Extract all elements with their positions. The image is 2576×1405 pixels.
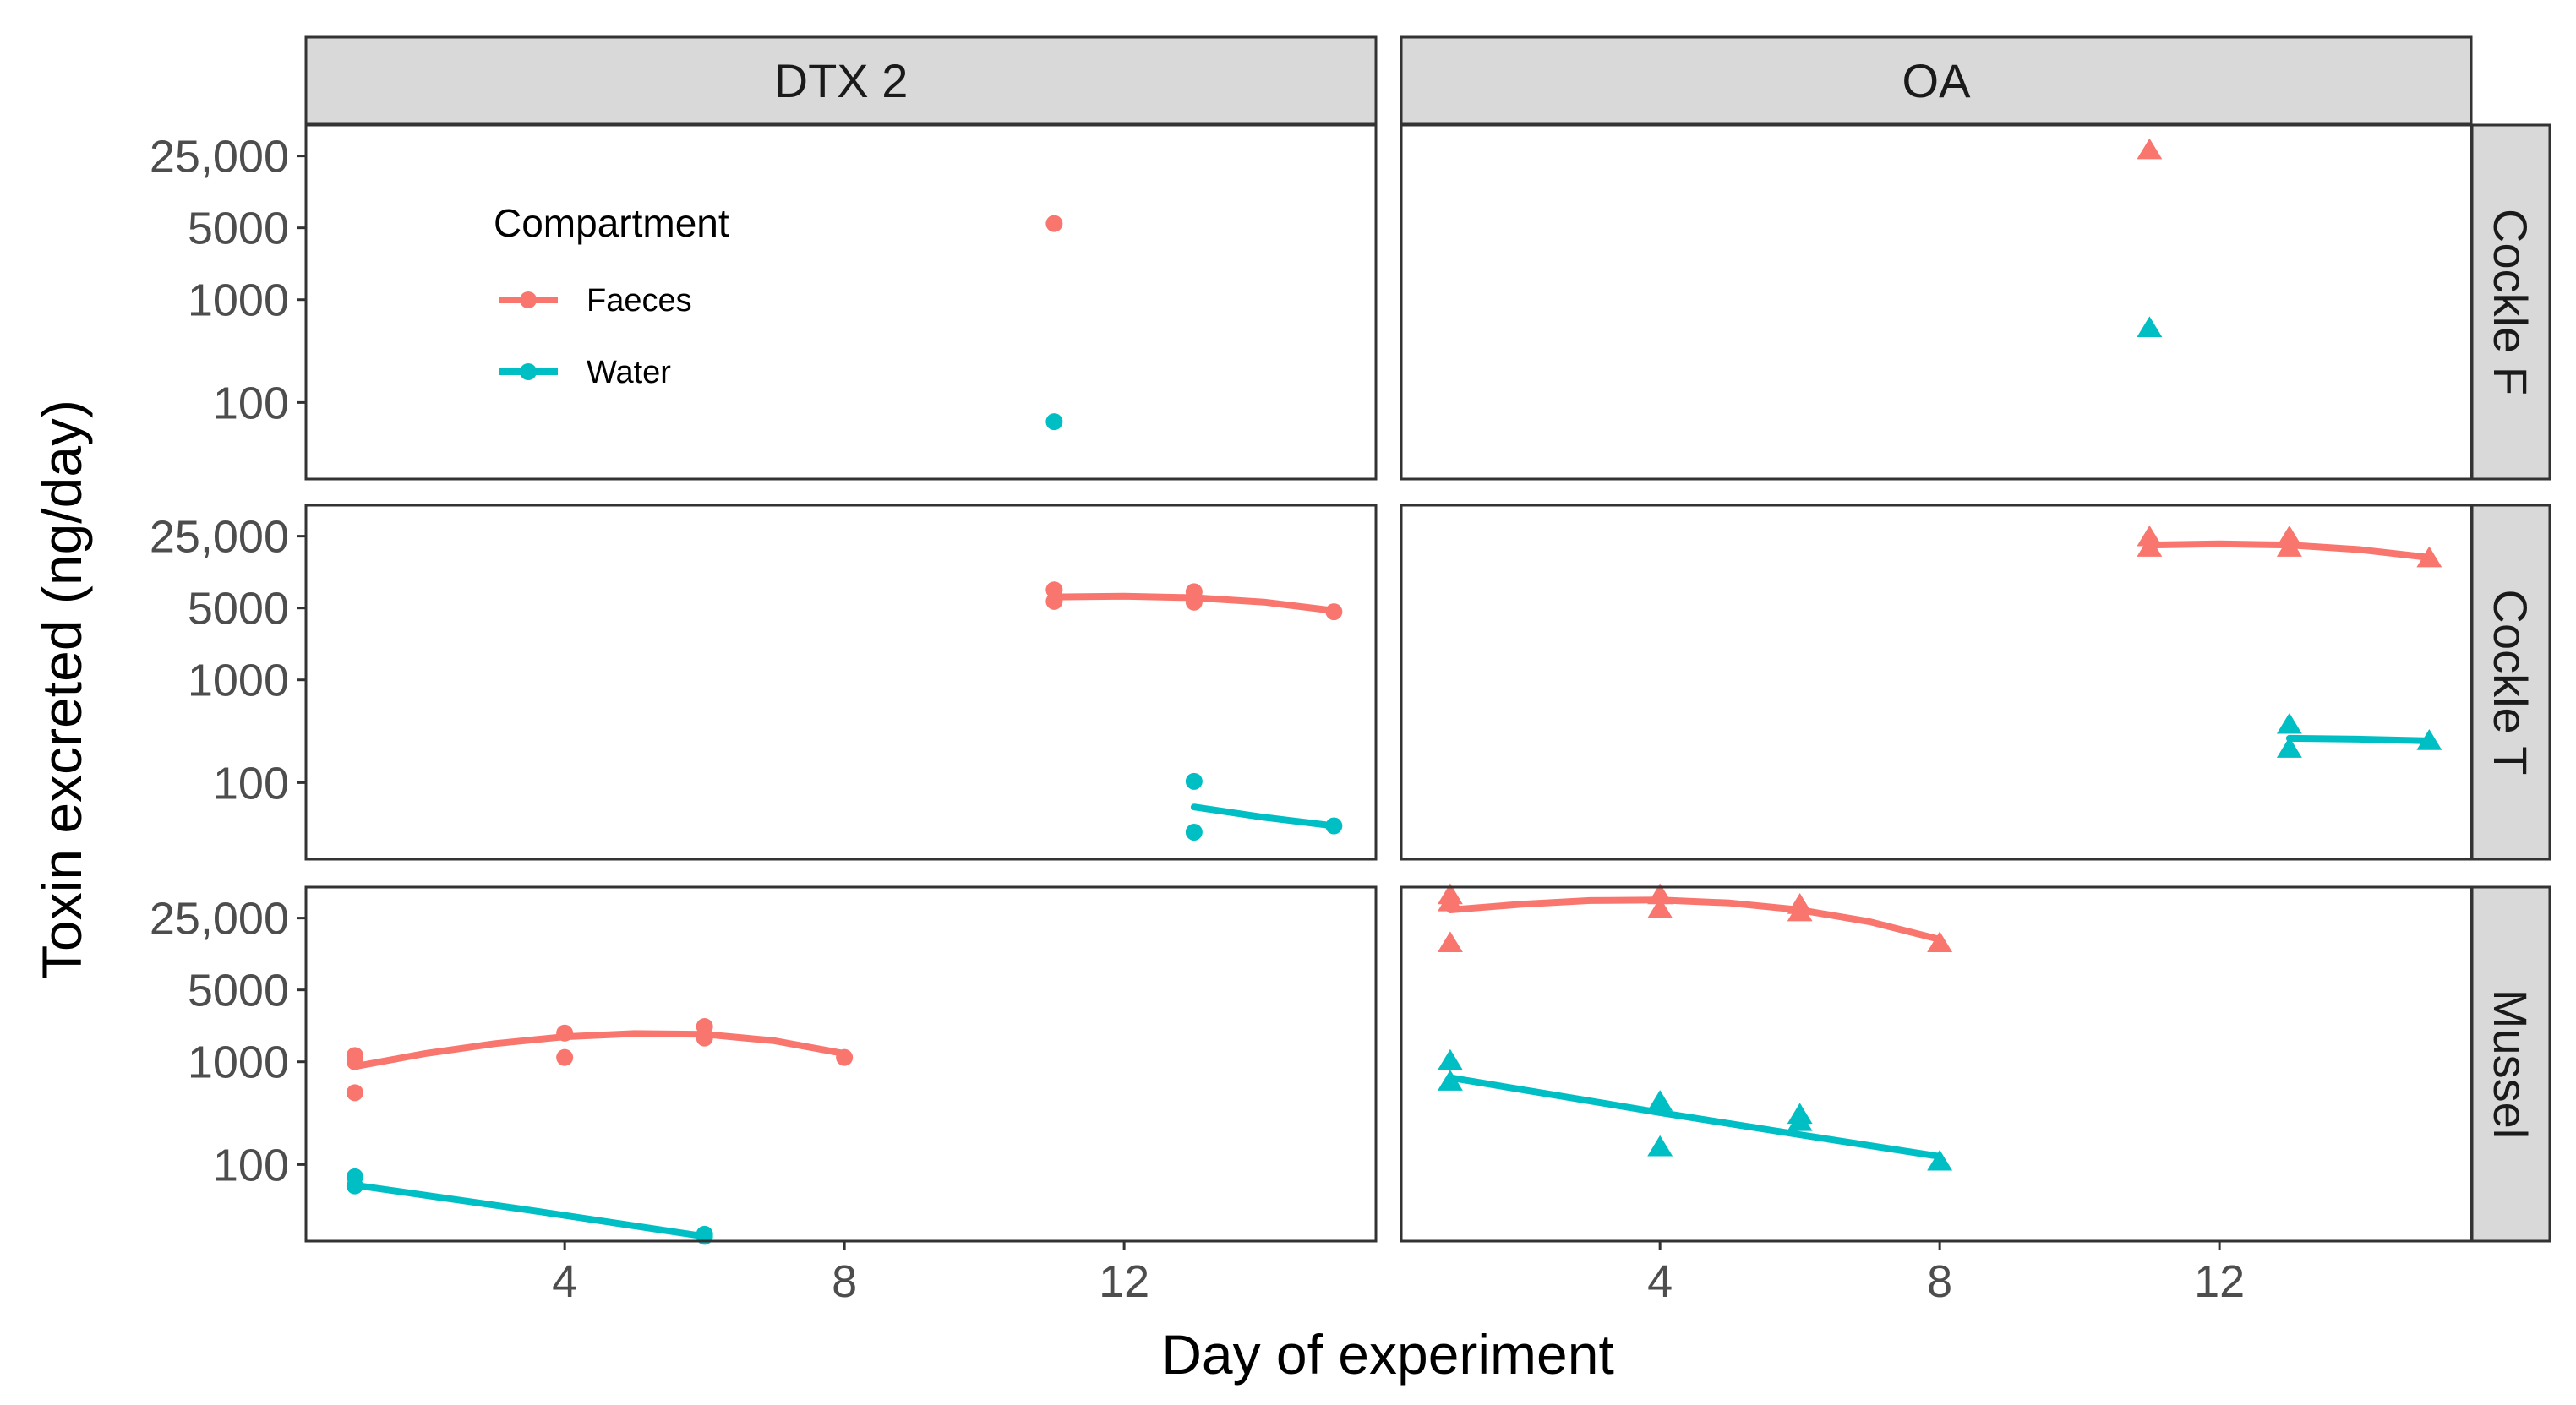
panel-bg-cockle-f-dtx-2 [306, 125, 1376, 479]
col-strip-label-oa: OA [1902, 54, 1972, 107]
point-faeces-cockle-t-oa [2137, 536, 2163, 557]
point-water-mussel-oa [1647, 1135, 1673, 1157]
fit-line-water-mussel-oa [1446, 1074, 1944, 1160]
point-faeces-mussel-oa [1647, 883, 1673, 905]
row-strip-label-cockle-t: Cockle T [2484, 590, 2537, 776]
x-tick-label: 12 [1099, 1256, 1149, 1307]
point-water-cockle-t-oa [2276, 737, 2302, 758]
y-tick-label: 5000 [188, 966, 289, 1016]
x-tick-label: 12 [2194, 1256, 2245, 1307]
point-faeces-cockle-t-dtx-2 [1325, 603, 1343, 621]
legend-entry-faeces: Faeces [499, 283, 692, 319]
row-strip-label-mussel: Mussel [2484, 989, 2537, 1139]
point-water-cockle-t-oa [2416, 729, 2442, 750]
point-faeces-mussel-dtx-2 [346, 1053, 363, 1070]
point-faeces-mussel-dtx-2 [696, 1029, 713, 1047]
x-tick-label: 8 [832, 1256, 857, 1307]
panel-border-cockle-t-dtx-2 [304, 504, 1378, 861]
panel-bg-cockle-t-dtx-2 [306, 505, 1376, 859]
point-water-mussel-oa [1647, 1090, 1673, 1111]
point-water-cockle-f-dtx-2 [1045, 413, 1063, 431]
point-water-cockle-t-dtx-2 [1185, 772, 1203, 790]
col-strip-dtx-2 [304, 35, 1378, 125]
y-tick-label: 100 [213, 378, 289, 428]
x-tick-label: 4 [1647, 1256, 1673, 1307]
point-faeces-mussel-dtx-2 [836, 1048, 854, 1066]
y-tick-label: 1000 [188, 656, 289, 706]
y-axis-title: Toxin excreted (ng/day) [30, 400, 93, 979]
legend-entry-water: Water [499, 355, 671, 390]
point-faeces-cockle-f-oa [2137, 138, 2163, 160]
x-axis-title: Day of experiment [1161, 1323, 1614, 1386]
legend-key-point-water [520, 363, 537, 380]
point-water-mussel-oa [1437, 1048, 1463, 1070]
point-faeces-cockle-t-oa [2416, 546, 2442, 568]
row-strip-label-cockle-f: Cockle F [2484, 209, 2537, 395]
point-water-mussel-dtx-2 [346, 1177, 363, 1195]
y-tick-label: 25,000 [150, 894, 289, 945]
point-faeces-mussel-oa [1927, 931, 1953, 953]
legend-key-point-faeces [520, 291, 537, 308]
col-strip-label-dtx-2: DTX 2 [774, 54, 909, 107]
row-strip-mussel [2470, 885, 2551, 1243]
y-tick-label: 25,000 [150, 512, 289, 563]
y-tick-label: 5000 [188, 204, 289, 254]
x-tick-label: 4 [552, 1256, 577, 1307]
point-faeces-mussel-dtx-2 [346, 1084, 363, 1102]
point-faeces-cockle-f-dtx-2 [1045, 215, 1063, 232]
point-faeces-cockle-t-dtx-2 [1185, 593, 1203, 611]
y-tick-label: 1000 [188, 275, 289, 326]
y-tick-label: 25,000 [150, 132, 289, 182]
x-tick-label: 8 [1927, 1256, 1952, 1307]
point-water-cockle-t-dtx-2 [1185, 823, 1203, 841]
point-faeces-cockle-t-oa [2276, 536, 2302, 557]
panel-bg-cockle-t-oa [1401, 505, 2471, 859]
y-tick-label: 100 [213, 758, 289, 809]
panel-bg-cockle-f-oa [1401, 125, 2471, 479]
point-water-cockle-t-oa [2276, 712, 2302, 734]
legend-label-water: Water [587, 355, 671, 390]
fit-line-water-cockle-t-oa [2285, 734, 2433, 744]
point-faeces-mussel-dtx-2 [556, 1048, 574, 1066]
point-faeces-mussel-oa [1787, 900, 1813, 922]
y-tick-label: 5000 [188, 584, 289, 634]
point-water-mussel-dtx-2 [696, 1225, 713, 1243]
y-tick-label: 100 [213, 1140, 289, 1190]
point-water-mussel-oa [1927, 1149, 1953, 1171]
point-faeces-mussel-oa [1437, 890, 1463, 912]
row-strip-cockle-f [2470, 123, 2551, 481]
point-faeces-mussel-oa [1437, 931, 1463, 953]
point-water-mussel-oa [1787, 1109, 1813, 1131]
col-strip-oa [1400, 35, 2473, 125]
legend-label-faeces: Faeces [587, 283, 692, 319]
point-faeces-mussel-oa [1647, 897, 1673, 918]
fit-line-water-cockle-t-dtx-2 [1190, 803, 1338, 830]
panel-border-mussel-dtx-2 [304, 885, 1378, 1243]
point-water-cockle-t-dtx-2 [1325, 817, 1343, 835]
fit-line-faeces-mussel-oa [1446, 896, 1944, 943]
point-faeces-mussel-dtx-2 [556, 1024, 574, 1042]
point-water-cockle-f-oa [2137, 316, 2163, 338]
row-strip-cockle-t [2470, 504, 2551, 861]
point-water-mussel-oa [1437, 1070, 1463, 1091]
fit-line-faeces-mussel-dtx-2 [351, 1030, 849, 1070]
point-faeces-cockle-t-dtx-2 [1045, 592, 1063, 610]
legend-title: Compartment [494, 201, 729, 245]
y-tick-label: 1000 [188, 1037, 289, 1088]
panel-border-cockle-f-dtx-2 [304, 123, 1378, 481]
fit-line-water-mussel-dtx-2 [351, 1181, 708, 1240]
